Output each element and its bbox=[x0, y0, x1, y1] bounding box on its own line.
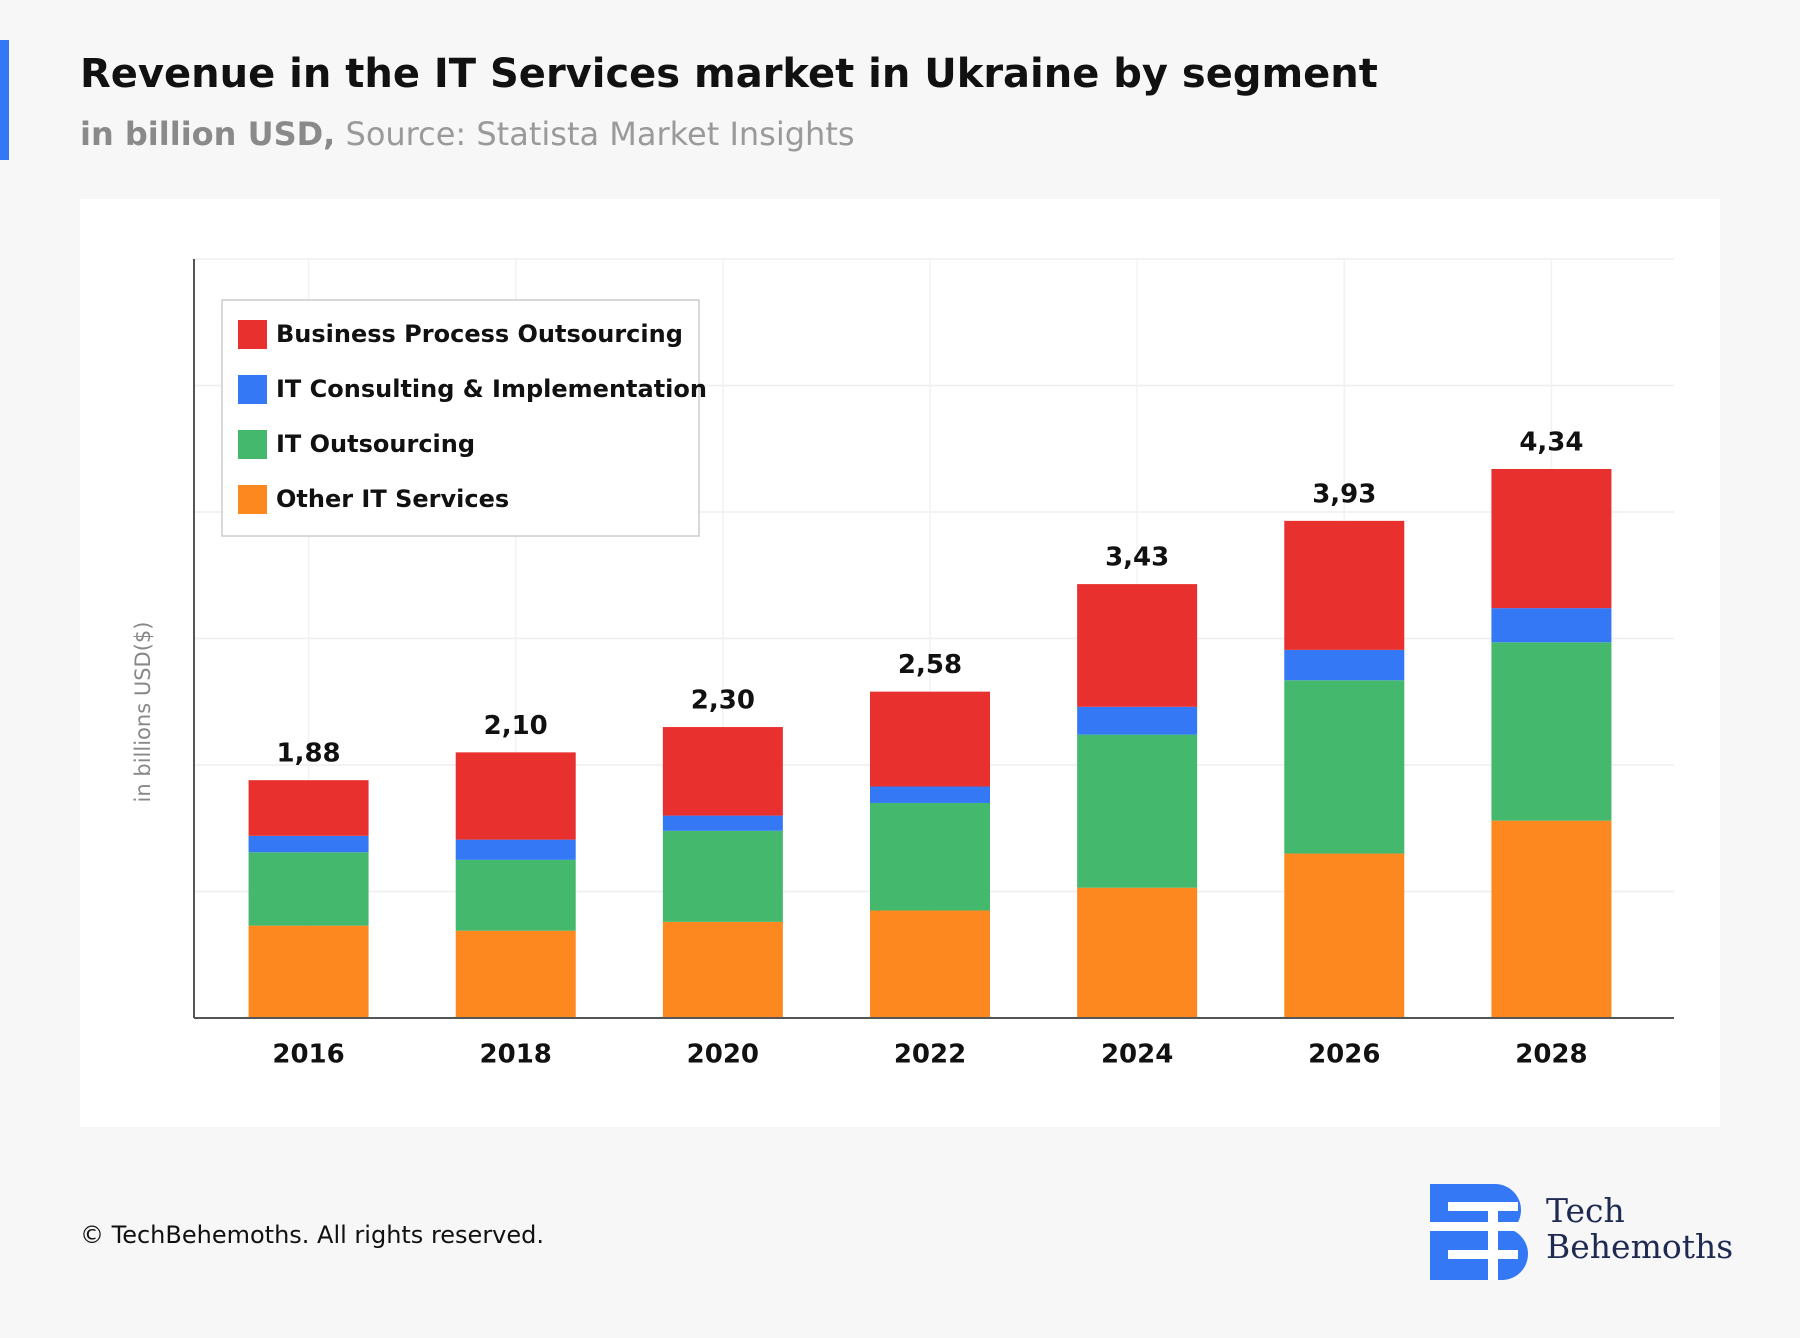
subtitle-source: Source: Statista Market Insights bbox=[346, 115, 855, 153]
accent-bar bbox=[0, 40, 9, 160]
subtitle-unit: in billion USD, bbox=[80, 115, 335, 153]
bar-segment bbox=[1284, 520, 1405, 650]
total-label: 1,88 bbox=[276, 739, 340, 769]
bar-segment bbox=[248, 780, 369, 836]
legend-label: Other IT Services bbox=[276, 485, 509, 513]
x-tick-label: 2028 bbox=[1515, 1040, 1587, 1070]
legend-label: IT Consulting & Implementation bbox=[276, 375, 707, 403]
y-axis-label: in billions USD($) bbox=[131, 622, 155, 803]
x-tick-label: 2026 bbox=[1308, 1040, 1380, 1070]
bar-segment bbox=[1284, 649, 1405, 681]
total-label: 4,34 bbox=[1519, 427, 1583, 457]
chart-title: Revenue in the IT Services market in Ukr… bbox=[80, 51, 1378, 97]
bar-segment bbox=[1491, 642, 1612, 821]
bar-segment bbox=[1284, 853, 1405, 1018]
x-tick-label: 2022 bbox=[894, 1040, 966, 1070]
bar-segment bbox=[870, 910, 990, 1018]
legend-swatch bbox=[238, 485, 267, 514]
legend-swatch bbox=[238, 375, 267, 404]
bar-segment bbox=[248, 852, 369, 926]
logo-stripe bbox=[1448, 1250, 1518, 1259]
bar-segment bbox=[1284, 680, 1405, 854]
brand-logo bbox=[1430, 1184, 1528, 1280]
chart-subtitle: in billion USD, Source: Statista Market … bbox=[80, 115, 855, 153]
bar-segment bbox=[1491, 608, 1612, 643]
bar-segment bbox=[455, 930, 576, 1018]
bar-segment bbox=[662, 830, 783, 922]
bar-segment bbox=[248, 925, 369, 1018]
legend: Other IT Services IT Outsourcing IT Consul… bbox=[221, 299, 707, 537]
logo-stripe bbox=[1448, 1202, 1518, 1211]
legend-box bbox=[221, 299, 700, 537]
legend-swatch bbox=[238, 430, 267, 459]
bar-segment bbox=[870, 691, 990, 787]
bar-segment bbox=[455, 752, 576, 840]
total-label: 2,10 bbox=[484, 711, 548, 741]
bars: 1,88 2016 2,10 2018 2,30 2020 2,58 2022 3,43 2024… bbox=[248, 427, 1612, 1070]
bar-segment bbox=[1077, 706, 1198, 735]
x-tick-label: 2020 bbox=[687, 1040, 759, 1070]
bar-segment bbox=[1077, 584, 1198, 707]
total-label: 3,43 bbox=[1105, 543, 1169, 573]
copyright: © TechBehemoths. All rights reserved. bbox=[80, 1221, 544, 1249]
brand-text: Behemoths bbox=[1546, 1227, 1733, 1266]
x-tick-label: 2016 bbox=[272, 1040, 344, 1070]
logo-stripe bbox=[1488, 1202, 1498, 1280]
legend-swatch bbox=[238, 320, 267, 349]
bar-segment bbox=[1077, 734, 1198, 888]
logo-stripe bbox=[1430, 1222, 1520, 1231]
bar-segment bbox=[662, 727, 783, 816]
bar-segment bbox=[1491, 820, 1612, 1018]
bar-segment bbox=[1077, 887, 1198, 1018]
legend-label: Business Process Outsourcing bbox=[276, 320, 683, 348]
legend-label: IT Outsourcing bbox=[276, 430, 475, 458]
total-label: 2,30 bbox=[691, 686, 755, 716]
bar-segment bbox=[662, 815, 783, 831]
x-tick-label: 2024 bbox=[1101, 1040, 1173, 1070]
brand-text: Tech bbox=[1546, 1191, 1625, 1230]
bar-segment bbox=[870, 786, 990, 803]
bar-segment bbox=[455, 859, 576, 931]
total-label: 2,58 bbox=[898, 650, 962, 680]
bar-segment bbox=[1491, 468, 1612, 609]
bar-segment bbox=[662, 921, 783, 1018]
bar-segment bbox=[455, 839, 576, 860]
bar-segment bbox=[870, 802, 990, 911]
x-tick-label: 2018 bbox=[480, 1040, 552, 1070]
bar-segment bbox=[248, 835, 369, 853]
total-label: 3,93 bbox=[1312, 479, 1376, 509]
